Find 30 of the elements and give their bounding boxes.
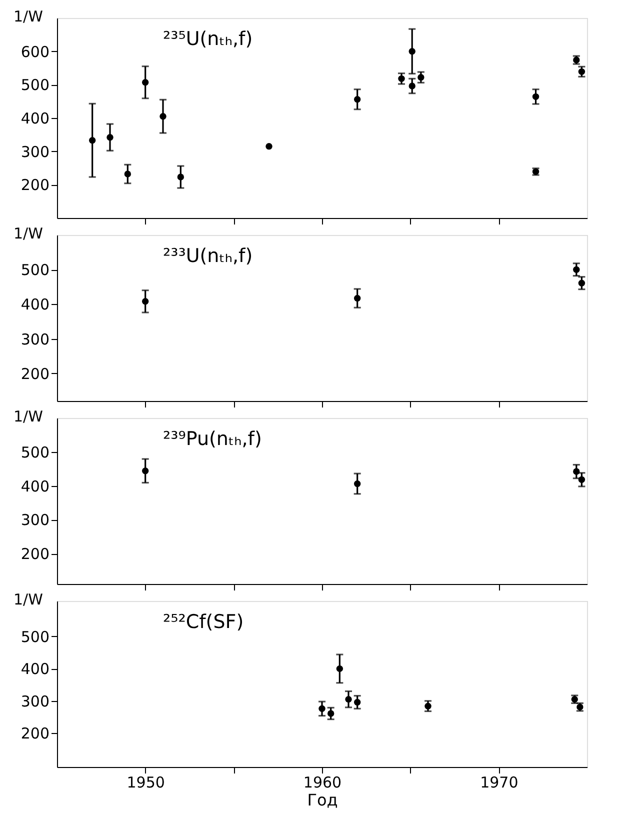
y-tick-label: 300 <box>20 511 50 530</box>
text: ²⁵²Cf(SF) <box>163 611 244 633</box>
x-tick-label: 1960 <box>303 774 342 792</box>
x-tick-label: 1970 <box>480 774 518 792</box>
y-tick-label: 200 <box>20 364 50 383</box>
y-tick-label: 400 <box>20 660 50 678</box>
y-axis-title: 1/W <box>14 8 44 26</box>
y-tick-label: 600 <box>20 42 50 61</box>
y-tick-label: 200 <box>20 176 50 194</box>
point <box>266 142 272 150</box>
y-tick-label: 500 <box>20 628 50 646</box>
y-tick-label: 300 <box>20 692 50 710</box>
text: ²³³U(nₜₕ,f) <box>163 245 253 267</box>
y-tick-label: 400 <box>20 477 50 496</box>
y-axis-title: 1/W <box>14 408 44 426</box>
y-tick-label: 500 <box>20 261 50 280</box>
y-tick-label: 200 <box>20 724 50 743</box>
y-axis-title: 1/W <box>14 590 44 608</box>
y-tick-label: 300 <box>20 330 50 348</box>
text: ²³⁵U(nₜₕ,f) <box>163 28 253 50</box>
y-tick-label: 400 <box>20 296 50 314</box>
y-tick-label: 500 <box>20 76 50 94</box>
text: ²³⁹Pu(nₜₕ,f) <box>163 428 262 450</box>
y-tick-label: 200 <box>20 545 50 564</box>
x-axis-title: Год <box>307 790 338 810</box>
x-tick-label: 1950 <box>126 774 165 792</box>
y-tick-label: 400 <box>20 110 50 128</box>
y-tick-label: 300 <box>20 142 50 161</box>
y-axis-title: 1/W <box>14 224 44 242</box>
y-tick-label: 500 <box>20 443 50 462</box>
